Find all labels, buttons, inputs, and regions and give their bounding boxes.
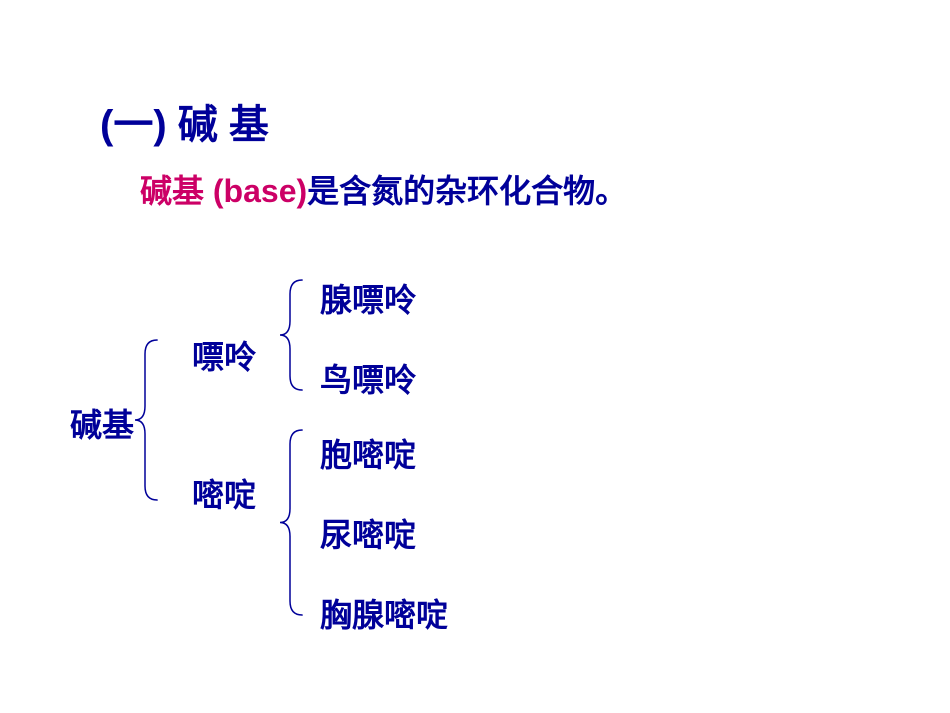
tree-leaf-uracil: 尿嘧啶 bbox=[320, 510, 416, 556]
slide-page: (一) 碱 基 碱基 (base) 是含氮的杂环化合物。 碱基 嘌呤腺嘌呤鸟嘌呤… bbox=[0, 0, 950, 713]
tree-leaf-thymine: 胸腺嘧啶 bbox=[320, 590, 448, 636]
tree-pyrimidine-bracket bbox=[0, 0, 950, 713]
tree-pyrimidine-bracket-path bbox=[280, 430, 302, 615]
tree-leaf-cytosine: 胞嘧啶 bbox=[320, 430, 416, 476]
